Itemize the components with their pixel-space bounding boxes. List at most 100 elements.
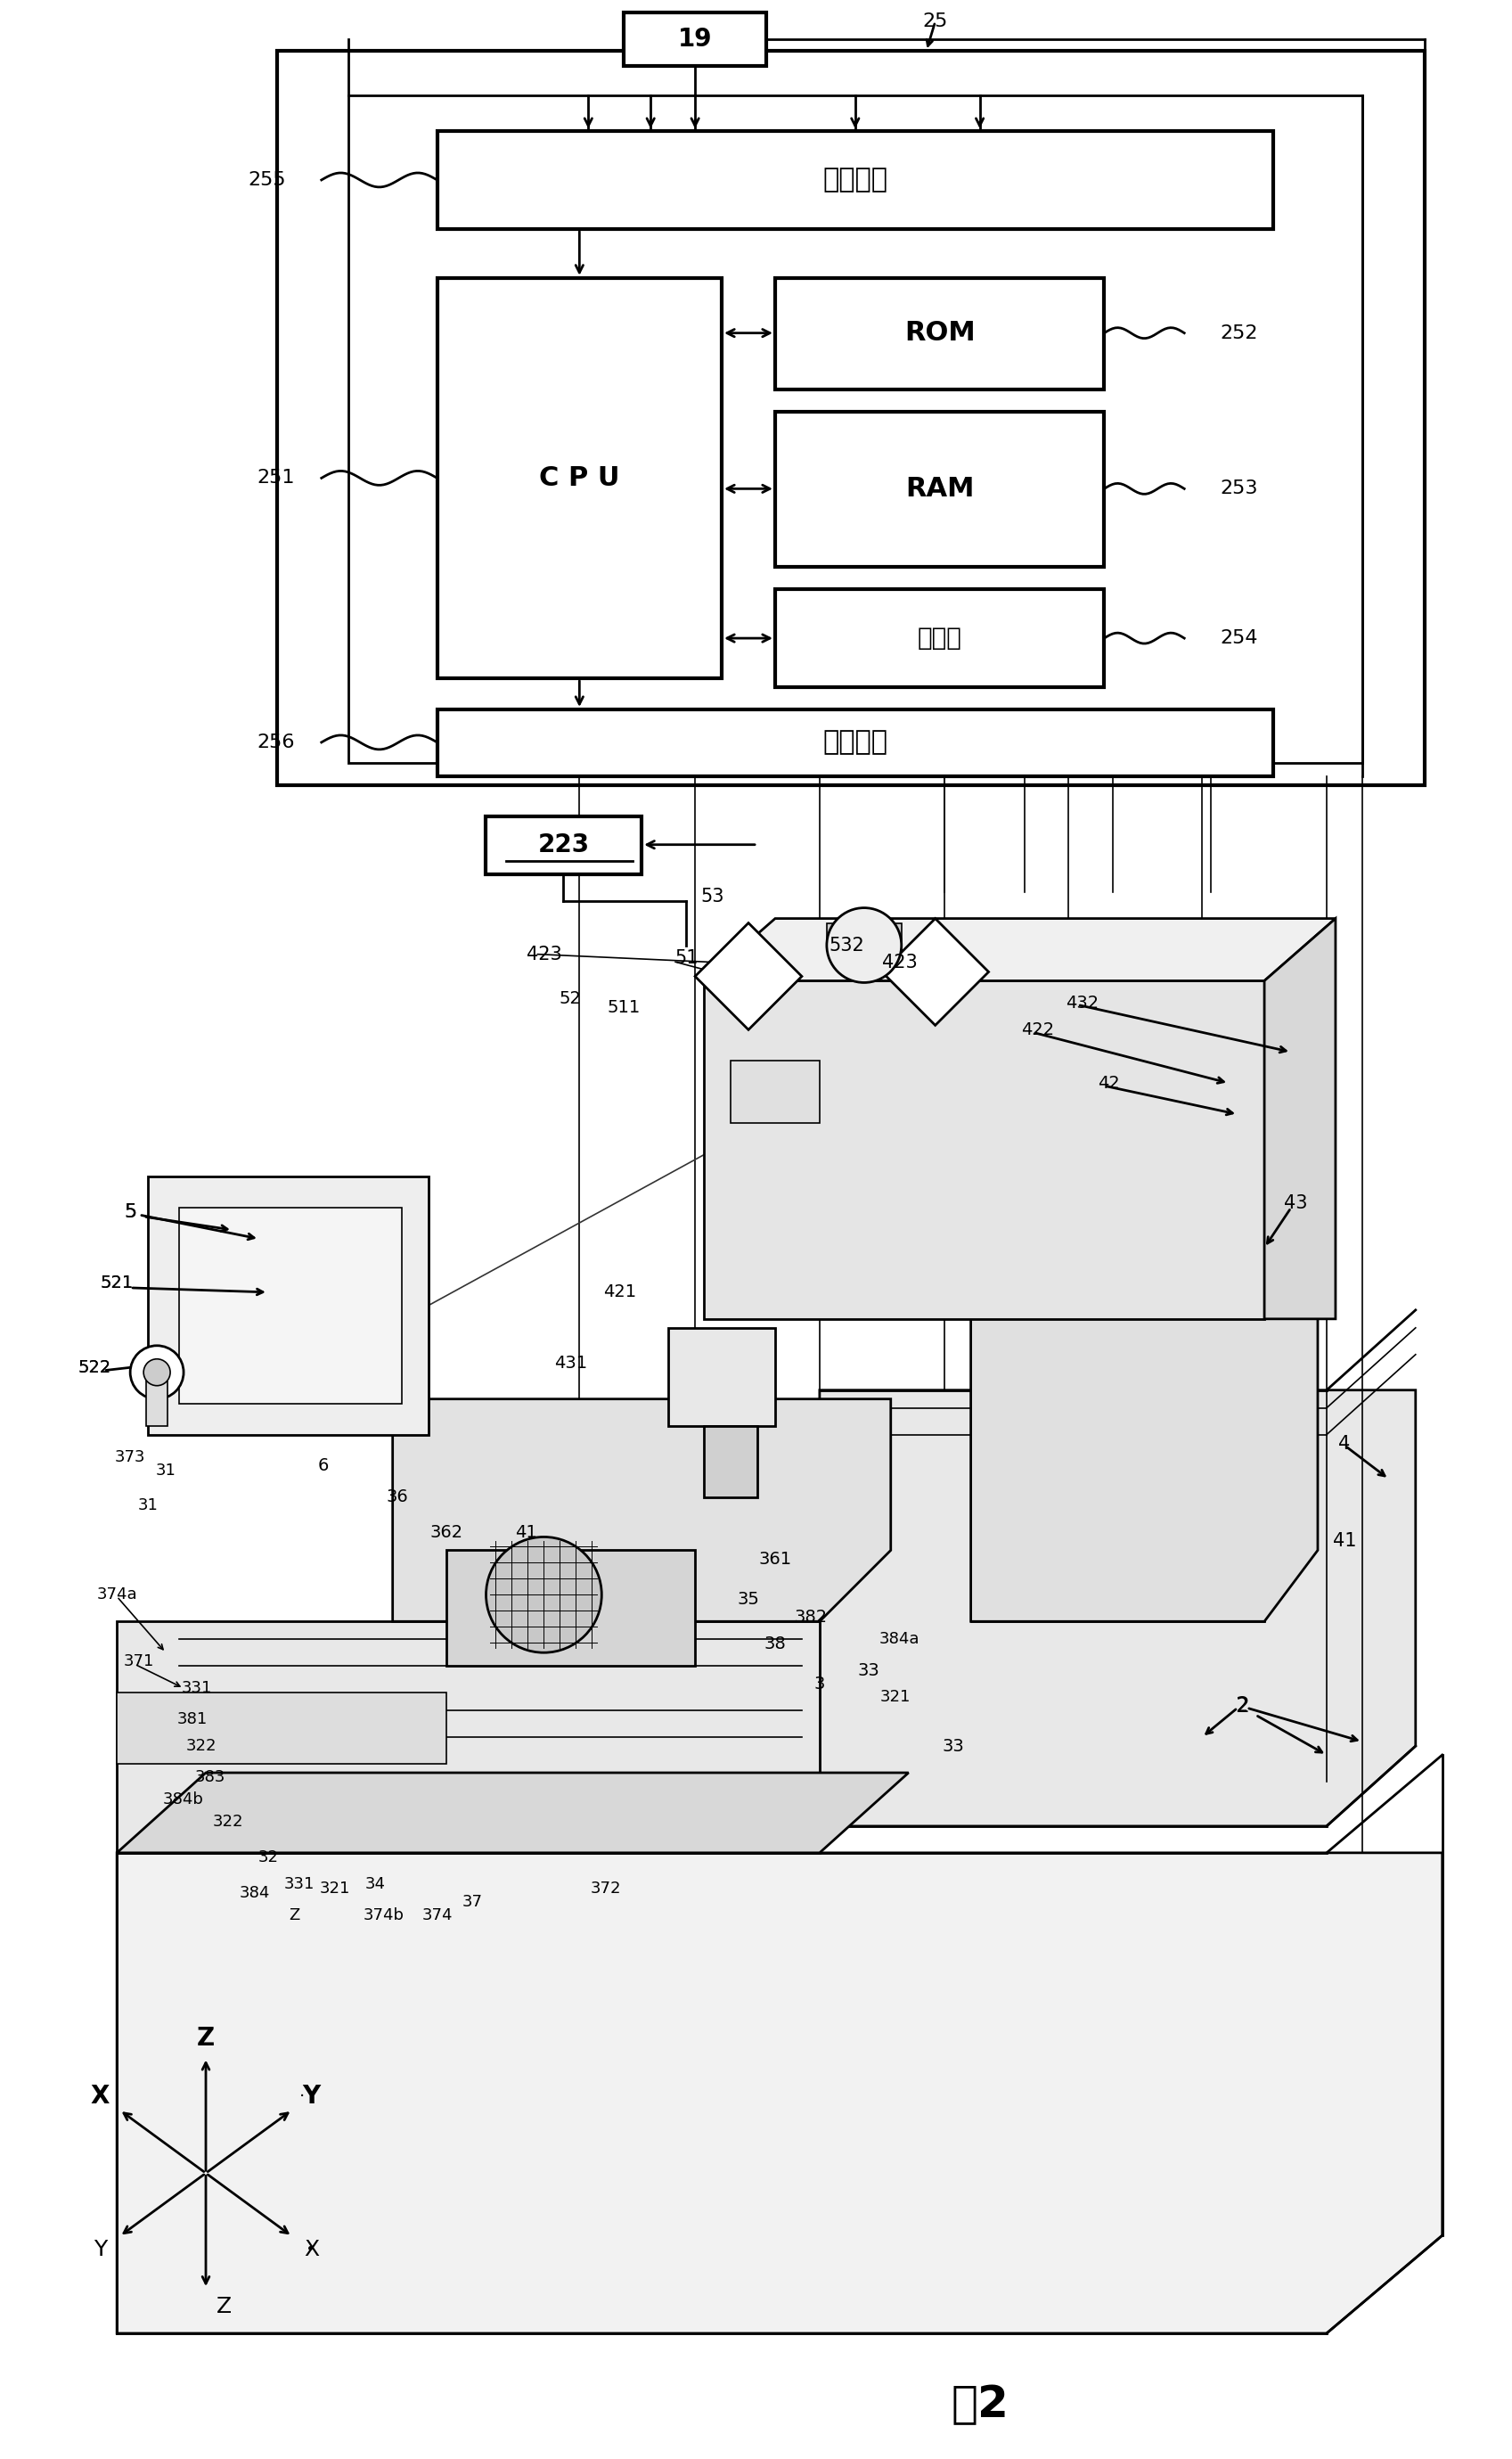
Text: 34: 34: [364, 1876, 386, 1891]
Text: 35: 35: [738, 1591, 759, 1608]
Text: 256: 256: [257, 733, 295, 752]
Bar: [730, 1060, 820, 1124]
Text: RAM: RAM: [906, 475, 974, 502]
Text: 522: 522: [79, 1360, 112, 1377]
Text: 423: 423: [526, 944, 561, 964]
Text: 384b: 384b: [163, 1793, 204, 1807]
Text: .: .: [299, 2083, 305, 2100]
Text: Z: Z: [216, 2297, 231, 2316]
Text: 3: 3: [813, 1675, 826, 1692]
Text: 32: 32: [259, 1849, 278, 1866]
Polygon shape: [705, 920, 1335, 981]
Text: X: X: [304, 2240, 319, 2260]
Text: 33: 33: [942, 1739, 965, 1756]
Text: 19: 19: [677, 27, 712, 52]
Bar: [827, 922, 901, 949]
Polygon shape: [820, 1389, 1415, 1827]
Text: 372: 372: [591, 1881, 621, 1896]
Text: 331: 331: [284, 1876, 314, 1891]
Polygon shape: [116, 1620, 820, 1852]
Bar: [705, 981, 1264, 1318]
Bar: [446, 1549, 696, 1665]
Text: 421: 421: [603, 1284, 637, 1301]
Text: 322: 322: [186, 1739, 216, 1753]
Bar: [705, 1426, 758, 1498]
Polygon shape: [1264, 920, 1335, 1318]
Bar: [971, 981, 1264, 1620]
Text: 36: 36: [386, 1488, 408, 1505]
Text: C P U: C P U: [540, 465, 620, 492]
Bar: [485, 816, 641, 873]
Polygon shape: [971, 981, 1318, 1620]
Text: 374: 374: [422, 1908, 452, 1923]
Text: 521: 521: [100, 1274, 133, 1291]
Bar: [776, 590, 1104, 686]
Text: 511: 511: [608, 998, 641, 1016]
Text: 254: 254: [1220, 630, 1258, 647]
Text: 25: 25: [922, 12, 948, 30]
Text: 251: 251: [257, 470, 295, 487]
Text: 输入接口: 输入接口: [823, 167, 888, 192]
Text: 374a: 374a: [97, 1586, 138, 1603]
Bar: [277, 52, 1424, 784]
Bar: [148, 1175, 428, 1434]
Text: 37: 37: [463, 1893, 482, 1911]
Text: 522: 522: [79, 1360, 112, 1377]
Circle shape: [827, 907, 901, 984]
Text: 252: 252: [1220, 325, 1258, 342]
Text: 253: 253: [1220, 480, 1258, 497]
Text: 2: 2: [1237, 1697, 1247, 1714]
Circle shape: [130, 1345, 183, 1399]
Text: 255: 255: [248, 172, 286, 189]
Text: 输出接口: 输出接口: [823, 730, 888, 755]
Text: 图2: 图2: [951, 2383, 1009, 2427]
Text: 423: 423: [881, 954, 918, 971]
Text: 2: 2: [1235, 1694, 1249, 1716]
Text: 42: 42: [1098, 1075, 1120, 1092]
Polygon shape: [881, 920, 989, 1025]
Text: 41: 41: [1332, 1532, 1356, 1549]
Text: 31: 31: [156, 1463, 175, 1478]
Text: 6: 6: [318, 1458, 328, 1475]
Polygon shape: [116, 1852, 1442, 2334]
Bar: [437, 708, 1273, 777]
Polygon shape: [696, 922, 801, 1030]
Circle shape: [144, 1360, 171, 1387]
Bar: [776, 278, 1104, 389]
Polygon shape: [116, 1692, 446, 1763]
Text: 223: 223: [538, 831, 590, 858]
Text: 4: 4: [1338, 1434, 1350, 1453]
Text: 41: 41: [516, 1525, 537, 1542]
Bar: [776, 411, 1104, 568]
Bar: [178, 1207, 402, 1404]
Polygon shape: [393, 1399, 891, 1620]
Bar: [147, 1377, 168, 1426]
Text: 381: 381: [177, 1711, 207, 1726]
Text: 382: 382: [794, 1608, 827, 1625]
Text: Y: Y: [302, 2085, 321, 2110]
Text: 361: 361: [759, 1552, 792, 1569]
Text: 373: 373: [115, 1448, 145, 1466]
Text: 53: 53: [702, 888, 724, 905]
Text: 521: 521: [100, 1274, 133, 1291]
Text: 计数器: 计数器: [918, 625, 962, 652]
Text: 38: 38: [764, 1635, 786, 1652]
Text: 43: 43: [1284, 1195, 1308, 1212]
Text: 321: 321: [880, 1689, 910, 1704]
Text: X: X: [91, 2085, 109, 2110]
Text: 33: 33: [857, 1662, 880, 1679]
Text: Z: Z: [197, 2026, 215, 2051]
Text: 431: 431: [553, 1355, 587, 1372]
Text: 532: 532: [829, 937, 863, 954]
Bar: [348, 96, 1362, 762]
Circle shape: [485, 1537, 602, 1652]
Polygon shape: [116, 1773, 909, 1852]
Text: 432: 432: [1066, 993, 1099, 1011]
Bar: [624, 12, 767, 66]
Text: Y: Y: [94, 2240, 107, 2260]
Text: 384: 384: [239, 1886, 271, 1901]
Text: 371: 371: [124, 1652, 154, 1670]
Bar: [437, 130, 1273, 229]
Text: 384a: 384a: [880, 1630, 919, 1648]
Text: 321: 321: [319, 1881, 351, 1896]
